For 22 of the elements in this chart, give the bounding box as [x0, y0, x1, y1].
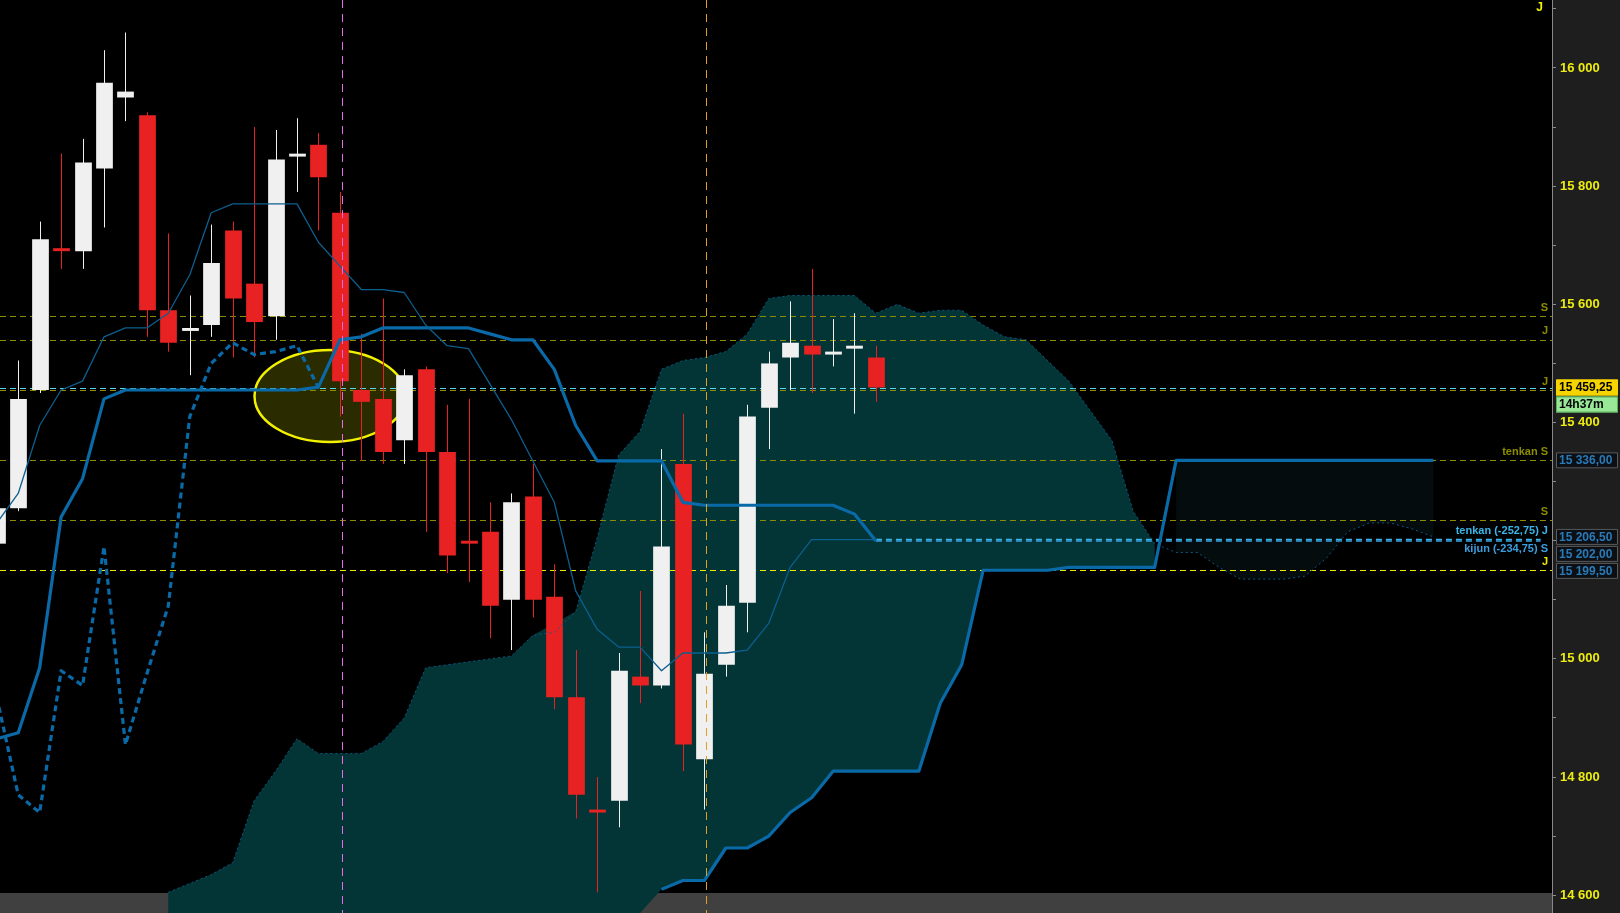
y-tick-label: 15 600: [1560, 295, 1600, 311]
text: 15 459,25: [1559, 380, 1613, 395]
series-label: kijun (-234,75) S: [1464, 541, 1548, 554]
y-tick-label: 16 000: [1560, 59, 1600, 75]
ref-line-label: S: [1540, 504, 1548, 517]
y-tick-label: 14 800: [1560, 768, 1600, 784]
annotation: J: [1536, 0, 1543, 15]
text: 15 336,00: [1559, 453, 1613, 468]
y-tick-label: 14 600: [1560, 886, 1600, 902]
text: 15 202,00: [1559, 546, 1613, 561]
ref-line-label: J: [1541, 374, 1548, 387]
y-tick-label: 15 400: [1560, 414, 1600, 430]
series-label: tenkan (-252,75) J: [1455, 524, 1548, 537]
text: 15 206,50: [1559, 529, 1613, 544]
ref-line-label: J: [1541, 324, 1548, 337]
text: 15 199,50: [1559, 563, 1613, 578]
ref-line-label: tenkan S: [1502, 444, 1548, 457]
y-tick-label: 15 000: [1560, 650, 1600, 666]
ref-line-label: J: [1541, 554, 1548, 567]
ref-line-label: S: [1540, 300, 1548, 313]
text: 14h37m: [1559, 397, 1604, 412]
y-tick-label: 15 800: [1560, 177, 1600, 193]
